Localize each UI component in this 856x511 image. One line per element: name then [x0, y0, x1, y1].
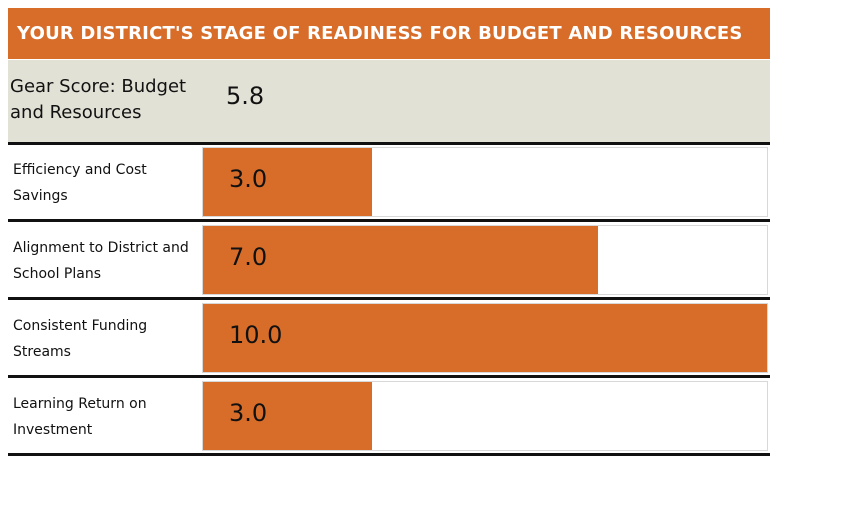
- score-row-label: Alignment to District and School Plans: [13, 240, 189, 282]
- score-row-label: Consistent Funding Streams: [13, 318, 148, 360]
- score-row-label: Learning Return on Investment: [13, 396, 147, 438]
- score-bar-track: 7.0: [202, 225, 768, 295]
- score-row-alignment: Alignment to District and School Plans 7…: [8, 223, 770, 295]
- score-bar-value: 10.0: [229, 321, 283, 349]
- divider: [8, 219, 770, 222]
- score-row-label: Efficiency and Cost Savings: [13, 162, 147, 204]
- score-bar-value: 3.0: [229, 165, 268, 193]
- score-bar-fill: [203, 226, 598, 294]
- score-bar-value: 3.0: [229, 399, 268, 427]
- overall-score-panel: Gear Score: Budget and Resources 5.8: [8, 60, 770, 142]
- score-bar-fill: [203, 382, 373, 450]
- divider: [8, 142, 770, 145]
- score-bar-track: 10.0: [202, 303, 768, 373]
- score-bar-value: 7.0: [229, 243, 268, 271]
- score-row-efficiency: Efficiency and Cost Savings 3.0: [8, 145, 770, 217]
- divider: [8, 297, 770, 300]
- score-row-funding: Consistent Funding Streams 10.0: [8, 301, 770, 373]
- score-bar-track: 3.0: [202, 381, 768, 451]
- score-bar-fill: [203, 148, 373, 216]
- overall-score-value: 5.8: [226, 82, 265, 110]
- page-title: YOUR DISTRICT'S STAGE OF READINESS FOR B…: [8, 8, 770, 59]
- score-bar-fill: [203, 304, 767, 372]
- score-row-learning-return: Learning Return on Investment 3.0: [8, 379, 770, 451]
- divider: [8, 453, 770, 456]
- overall-score-label: Gear Score: Budget and Resources: [10, 76, 187, 123]
- score-bar-track: 3.0: [202, 147, 768, 217]
- divider: [8, 375, 770, 378]
